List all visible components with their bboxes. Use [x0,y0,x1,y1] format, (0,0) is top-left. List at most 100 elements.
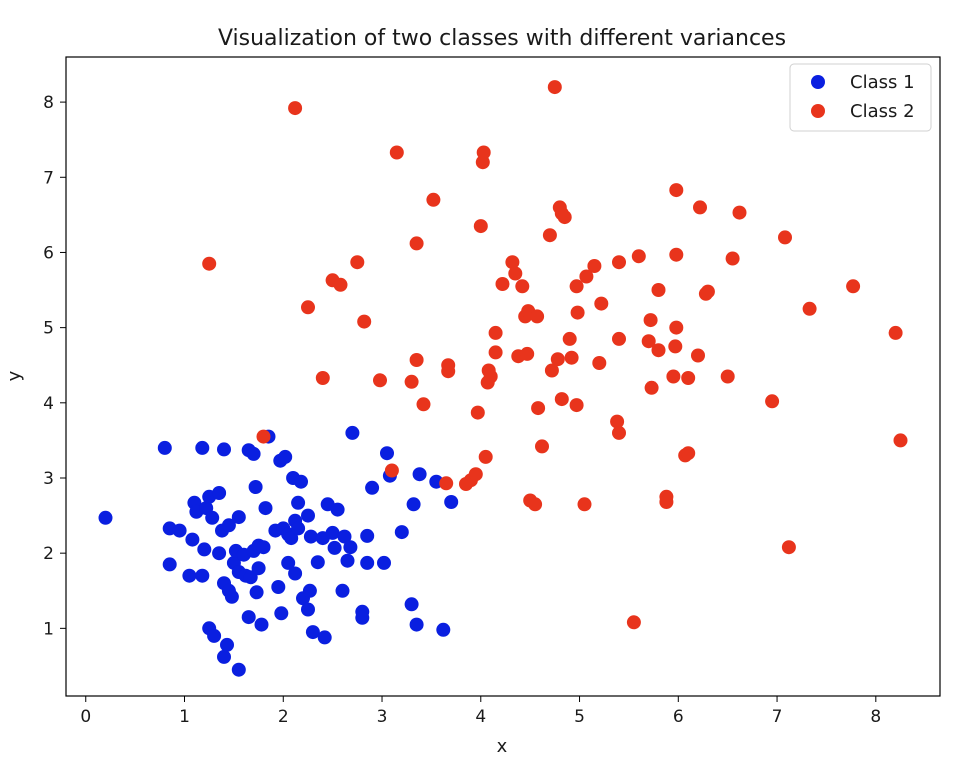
data-point [508,266,523,281]
data-point [195,568,210,583]
x-tick-label: 0 [80,707,91,727]
data-point [197,542,212,557]
data-point [495,277,510,291]
data-point [781,540,796,555]
data-point [562,331,577,346]
data-point [305,625,320,640]
data-point [720,369,735,384]
y-tick-label: 3 [43,469,54,489]
data-point [303,529,318,544]
plot-area-frame [65,56,941,697]
data-point [333,277,348,292]
data-point [278,449,293,464]
data-point [515,279,530,294]
x-axis-ticks: 0 1 2 3 4 5 6 7 8 [80,696,881,727]
data-point [389,145,404,160]
data-point [564,350,579,365]
data-point [345,425,360,440]
data-point [335,583,350,598]
data-point [691,348,705,363]
data-point [258,501,273,516]
data-point [631,249,646,264]
data-point [644,380,659,395]
data-point [587,259,602,273]
x-tick-label: 3 [377,707,388,727]
data-point [288,566,303,581]
series-class-2 [202,80,908,630]
data-point [281,555,296,570]
data-point [488,345,503,360]
data-point [172,523,187,538]
data-point [202,256,217,271]
data-point [404,597,419,612]
data-point [693,200,707,215]
data-point [700,284,715,299]
data-point [520,346,535,361]
data-point [802,301,817,316]
legend-marker-class-2 [811,104,825,118]
y-tick-label: 7 [43,168,54,188]
data-point [666,369,681,384]
data-point [409,617,424,632]
data-point [212,486,227,500]
data-point [162,557,177,572]
data-point [473,219,488,234]
data-point [531,401,546,416]
x-tick-label: 4 [475,707,486,727]
data-point [554,392,569,407]
x-axis-label: x [497,736,508,757]
legend-label-class-1: Class 1 [850,72,915,93]
data-point [246,446,261,461]
data-point [569,279,584,294]
data-point [350,255,365,270]
data-point [569,398,584,413]
data-point [182,568,197,583]
series-class-1 [98,425,459,677]
data-point [340,553,355,568]
data-point [221,518,236,533]
points-layer [98,80,908,677]
legend-box [789,63,932,132]
data-point [668,339,683,354]
x-tick-label: 5 [574,707,585,727]
data-point [577,497,592,512]
data-point [327,540,342,555]
data-point [185,532,200,547]
data-point [594,296,609,311]
data-point [846,279,861,294]
data-point [488,325,503,340]
data-point [254,617,269,632]
y-axis-ticks: 1 2 3 4 5 6 7 8 [43,93,66,639]
y-tick-label: 5 [43,319,54,339]
data-point [357,314,372,329]
data-point [256,429,271,444]
data-point [373,373,387,388]
data-point [641,334,656,349]
data-point [412,467,427,482]
data-point [284,531,299,546]
data-point [778,230,792,245]
y-tick-label: 2 [43,544,54,564]
data-point [217,442,231,457]
data-point [612,425,626,440]
data-point [570,305,585,320]
y-axis-label: y [4,370,25,381]
data-point [579,269,594,284]
data-point [542,228,557,243]
data-point [643,313,658,328]
data-point [681,446,696,461]
data-point [249,585,264,600]
data-point [441,364,456,379]
data-point [468,467,483,482]
data-point [207,628,222,643]
data-point [394,525,409,540]
data-point [301,508,315,523]
data-point [360,555,375,570]
data-point [893,433,908,448]
data-point [610,414,625,429]
data-point [301,602,315,617]
data-point [98,510,113,525]
data-point [274,606,289,621]
data-point [476,145,491,160]
